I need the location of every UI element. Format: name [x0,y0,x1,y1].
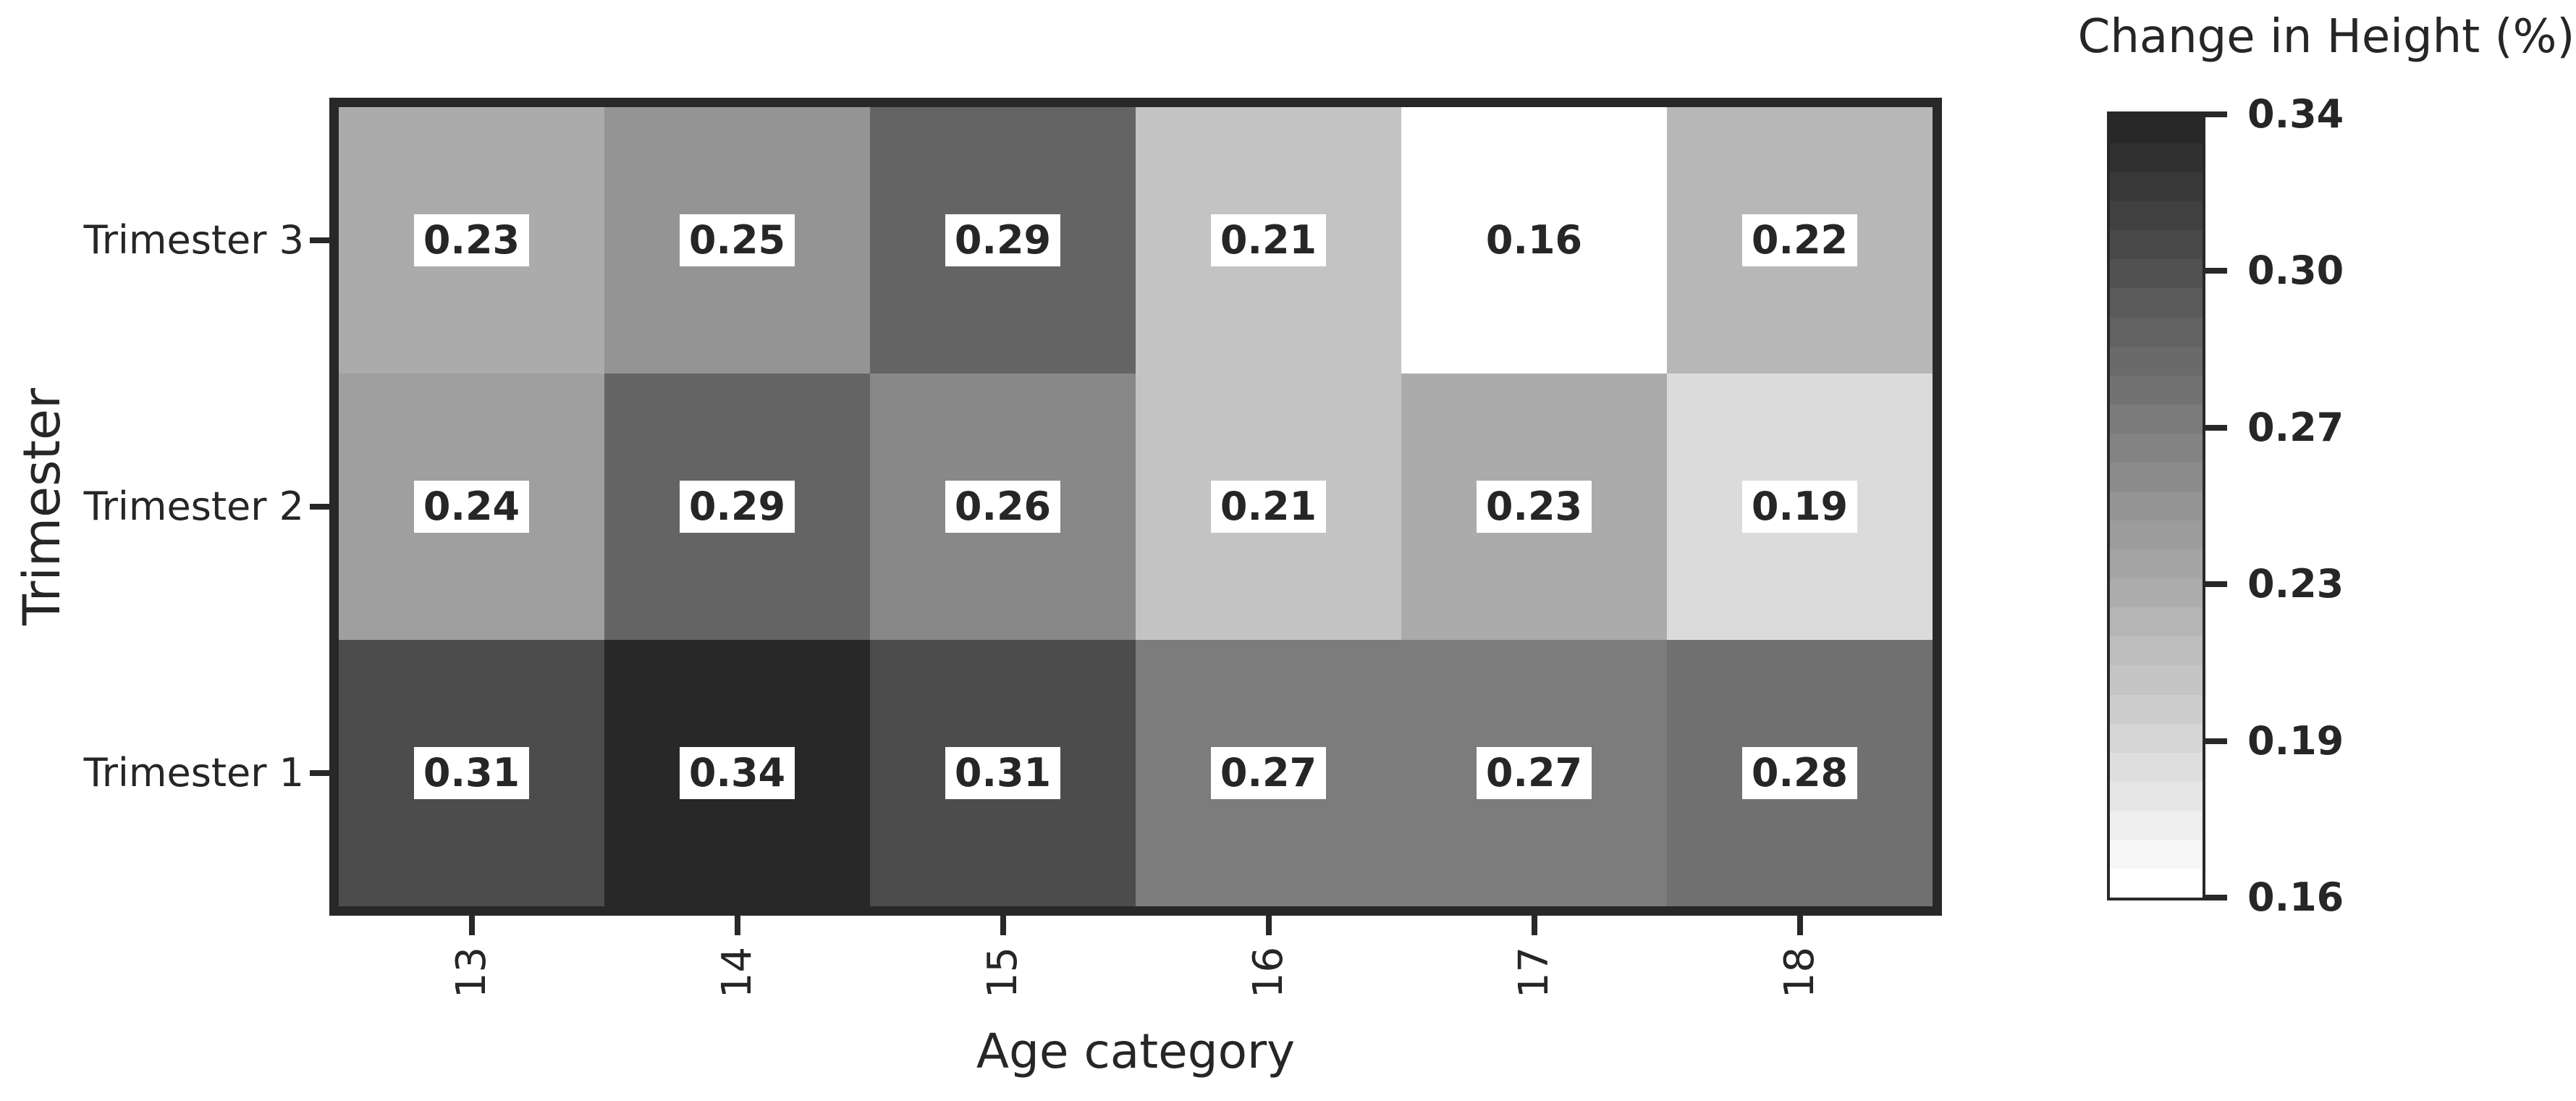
colorbar-band [2110,810,2203,840]
heatmap-cell: 0.22 [1667,107,1933,374]
heatmap-cell: 0.23 [339,107,604,374]
x-tick-label: 18 [1775,946,1823,998]
colorbar-band [2110,492,2203,521]
cell-value-label: 0.24 [413,480,530,533]
cell-value-label: 0.29 [945,214,1061,267]
x-tick-label: 14 [713,946,761,998]
colorbar-band [2110,839,2203,869]
colorbar-band [2110,201,2203,231]
x-tick-label: 16 [1244,946,1292,998]
colorbar-band [2110,665,2203,695]
x-tick-mark [734,916,740,935]
colorbar-tick-mark [2205,895,2227,900]
cell-value-label: 0.28 [1741,746,1858,800]
heatmap-cell: 0.29 [604,374,870,640]
cell-value-label: 0.26 [945,480,1061,533]
colorbar-tick-label: 0.30 [2247,248,2344,294]
colorbar-tick-label: 0.27 [2247,404,2344,450]
x-axis-title: Age category [976,1024,1296,1079]
heatmap-cell: 0.24 [339,374,604,640]
heatmap-cell: 0.27 [1401,640,1667,906]
colorbar-tick-label: 0.16 [2247,874,2344,920]
colorbar-band [2110,636,2203,666]
colorbar-tick-mark [2205,581,2227,588]
colorbar-tick-mark [2205,268,2227,274]
heatmap-cell: 0.23 [1401,374,1667,640]
colorbar-tick-mark [2205,111,2227,117]
cell-value-label: 0.27 [1476,746,1592,800]
colorbar-band [2110,578,2203,608]
x-tick-label: 13 [447,946,495,998]
cell-value-label: 0.25 [679,214,795,267]
colorbar-band [2110,433,2203,463]
colorbar-band [2110,723,2203,753]
heatmap-cell: 0.29 [870,107,1136,374]
y-tick-label: Trimester 1 [83,750,304,796]
heatmap-cell: 0.26 [870,374,1136,640]
cell-value-label: 0.31 [945,746,1061,800]
colorbar-band [2110,462,2203,492]
colorbar-tick-label: 0.23 [2247,561,2344,607]
colorbar-band [2110,259,2203,289]
colorbar-tick-label: 0.34 [2247,91,2344,137]
y-tick-label: Trimester 3 [83,217,304,263]
colorbar-band [2110,317,2203,347]
colorbar-tick-mark [2205,424,2227,431]
x-tick-mark [1531,916,1537,935]
cell-value-label: 0.21 [1210,214,1327,267]
heatmap-cell: 0.27 [1136,640,1401,906]
y-tick-mark [310,504,329,510]
cell-value-label: 0.29 [679,480,795,533]
colorbar-band [2110,520,2203,550]
colorbar-tick-mark [2205,738,2227,744]
cell-value-label: 0.22 [1741,214,1858,267]
x-tick-mark [1796,916,1803,935]
cell-value-label: 0.23 [413,214,530,267]
cell-value-label: 0.16 [1476,214,1592,267]
colorbar-band [2110,230,2203,260]
y-tick-label: Trimester 2 [83,484,304,529]
colorbar [2107,111,2205,900]
heatmap-cell: 0.25 [604,107,870,374]
cell-value-label: 0.27 [1210,746,1327,800]
heatmap-cell: 0.19 [1667,374,1933,640]
colorbar-band [2110,781,2203,811]
colorbar-band [2110,752,2203,782]
x-tick-mark [1000,916,1006,935]
heatmap-cell: 0.21 [1136,374,1401,640]
colorbar-band [2110,607,2203,637]
x-tick-mark [468,916,475,935]
heatmap-cell: 0.31 [870,640,1136,906]
colorbar-band [2110,114,2203,144]
heatmap-cell: 0.16 [1401,107,1667,374]
colorbar-band [2110,288,2203,318]
heatmap-cell: 0.34 [604,640,870,906]
cell-value-label: 0.21 [1210,480,1327,533]
x-tick-mark [1265,916,1272,935]
heatmap-cell: 0.21 [1136,107,1401,374]
y-tick-mark [310,237,329,243]
colorbar-band [2110,375,2203,405]
cell-value-label: 0.19 [1741,480,1858,533]
cell-value-label: 0.34 [679,746,795,800]
colorbar-band [2110,143,2203,173]
colorbar-tick-label: 0.19 [2247,717,2344,764]
colorbar-band [2110,549,2203,579]
x-tick-label: 15 [979,946,1026,998]
colorbar-band [2110,346,2203,376]
colorbar-band [2110,172,2203,202]
cell-value-label: 0.23 [1476,480,1592,533]
y-tick-mark [310,770,329,776]
colorbar-band [2110,869,2203,898]
heatmap-cells: 0.23 0.25 0.29 0.21 0.16 0.22 0.24 0.29 0.26 0.21… [339,107,1933,906]
colorbar-band [2110,694,2203,724]
heatmap-cell: 0.31 [339,640,604,906]
plot-frame: 0.23 0.25 0.29 0.21 0.16 0.22 0.24 0.29 0.26 0.21… [329,98,1942,916]
colorbar-band [2110,404,2203,434]
heatmap-cell: 0.28 [1667,640,1933,906]
cell-value-label: 0.31 [413,746,530,800]
x-tick-label: 17 [1510,946,1558,998]
colorbar-title: Change in Height (%) [2077,10,2575,64]
